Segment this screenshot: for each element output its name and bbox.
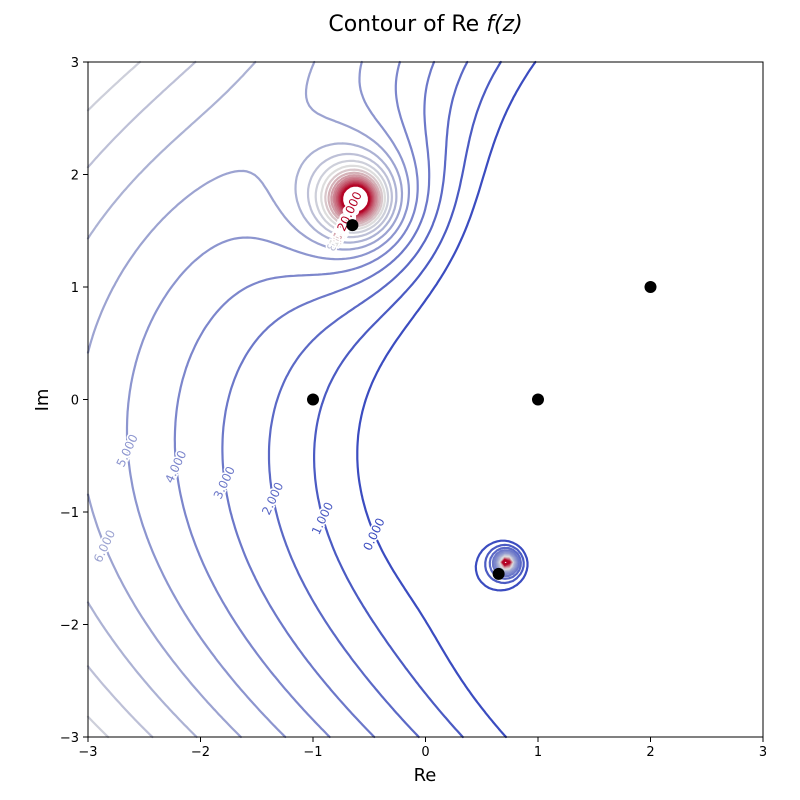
contour-level-5 bbox=[125, 60, 518, 739]
marked-point bbox=[346, 219, 359, 232]
contour-label: 0.000 bbox=[360, 516, 387, 553]
x-axis-label: Re bbox=[414, 765, 437, 786]
y-tick-label: 1 bbox=[71, 281, 79, 296]
contour-level-16 bbox=[336, 179, 512, 567]
plot-frame bbox=[87, 61, 764, 738]
marked-point bbox=[307, 393, 319, 406]
contour-label: 5.000 bbox=[114, 432, 141, 469]
y-tick-label: −3 bbox=[60, 731, 79, 746]
contour-level-1 bbox=[313, 60, 525, 739]
axis-ticks: −3 −2 −1 0 1 2 3 −3 −2 −1 0 1 2 3 bbox=[60, 56, 767, 760]
y-tick-label: 0 bbox=[71, 394, 79, 409]
x-tick-label: 0 bbox=[421, 745, 429, 760]
contour-lines bbox=[86, 60, 537, 739]
contour-level-2 bbox=[267, 60, 522, 739]
chart-title: Contour of Re f(z) bbox=[328, 12, 523, 37]
x-tick-label: −2 bbox=[191, 745, 210, 760]
y-tick-label: −2 bbox=[60, 619, 79, 634]
contour-level-20 bbox=[341, 184, 511, 566]
contour-level-8 bbox=[86, 60, 515, 739]
contour-label: 4.000 bbox=[162, 448, 189, 485]
contour-level-15 bbox=[334, 178, 512, 568]
x-tick-label: −3 bbox=[78, 745, 97, 760]
y-tick-label: 3 bbox=[71, 56, 79, 71]
x-tick-label: 2 bbox=[646, 745, 654, 760]
contour-level-7 bbox=[86, 60, 516, 739]
contour-label: 1.000 bbox=[309, 500, 336, 537]
marked-point bbox=[532, 393, 544, 406]
y-tick-label: −1 bbox=[60, 506, 79, 521]
contour-label: 6.000 bbox=[91, 528, 118, 565]
contour-level-4 bbox=[173, 60, 519, 739]
y-tick-label: 2 bbox=[71, 169, 79, 184]
x-tick-label: 1 bbox=[534, 745, 542, 760]
contour-label: 2.000 bbox=[259, 480, 286, 517]
marked-points bbox=[307, 219, 657, 580]
contour-level-13 bbox=[330, 174, 513, 568]
contour-level-10 bbox=[86, 60, 514, 570]
contour-level-0 bbox=[356, 60, 537, 739]
x-tick-label: −1 bbox=[303, 745, 322, 760]
marked-point bbox=[492, 567, 505, 580]
contour-labels: 0.0001.0002.0003.0004.0005.0006.0008.000… bbox=[89, 188, 389, 566]
marked-point bbox=[644, 281, 657, 293]
x-tick-label: 3 bbox=[759, 745, 767, 760]
contour-label: 3.000 bbox=[211, 464, 238, 501]
y-axis-label: Im bbox=[32, 389, 53, 412]
contour-level-9 bbox=[86, 60, 514, 739]
contour-level-3 bbox=[221, 60, 521, 739]
